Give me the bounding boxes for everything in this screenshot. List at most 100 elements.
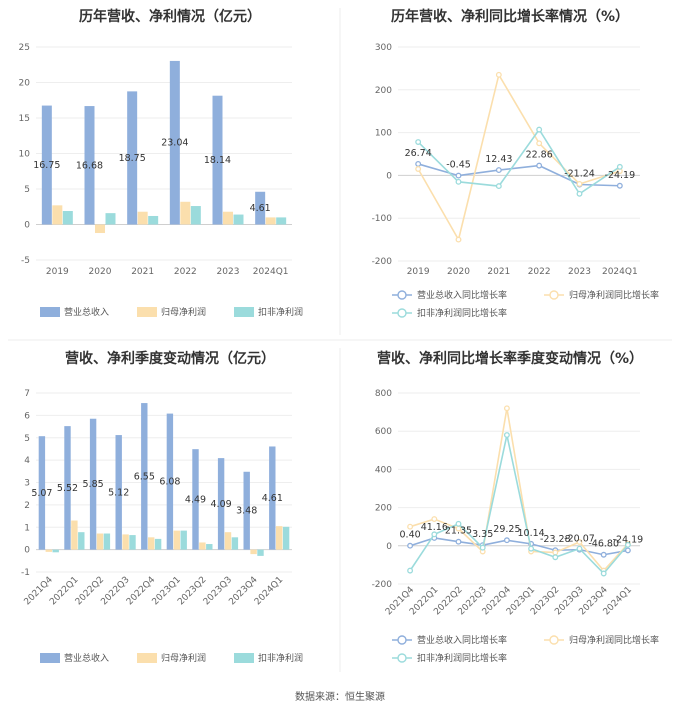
chart-4-line-2 [409, 408, 629, 572]
chart-4-data-label: -46.80 [588, 539, 619, 550]
chart-2-x-tick-label: 2023 [568, 267, 591, 277]
chart-1-y-tick-label: -5 [21, 256, 30, 266]
chart-4-point-3 [600, 570, 607, 577]
chart-2-legend-marker [397, 308, 407, 318]
chart-3-bar-2 [71, 520, 78, 550]
chart-2-point-3 [536, 126, 543, 133]
chart-2-point-2 [495, 71, 502, 78]
chart-3-data-label: 5.85 [83, 479, 104, 490]
chart-4-legend-marker [397, 653, 407, 663]
chart-1-x-tick-label: 2024Q1 [253, 267, 289, 277]
chart-2-legend-marker [549, 290, 559, 300]
chart-4-point-3 [503, 432, 510, 438]
chart-3-bar-3 [206, 544, 213, 550]
chart-3-bar-1 [64, 426, 71, 550]
chart-3-data-label: 5.12 [108, 487, 129, 498]
chart-3-bar-3 [282, 526, 290, 550]
chart-2-legend-marker [397, 290, 407, 300]
chart-2-data-label: 22.86 [526, 150, 553, 161]
chart-3-bar-1 [166, 413, 174, 550]
chart-3-legend-label: 营业总收入 [64, 652, 109, 664]
chart-3-y-tick-label: 6 [24, 411, 30, 421]
chart-4-point-1 [503, 537, 510, 544]
chart-1-x-tick-label: 2019 [46, 267, 69, 277]
chart-1-bar-1 [255, 191, 266, 225]
chart-4-line-1 [409, 537, 629, 556]
chart-4-point-2 [552, 549, 559, 556]
chart-3-data-label: 6.08 [159, 477, 180, 488]
chart-4-point-3 [407, 567, 414, 574]
chart-2-point-1 [415, 161, 422, 167]
chart-4-legend-label: 营业总收入同比增长率 [417, 634, 507, 646]
chart-1-legend-swatch [40, 307, 60, 317]
chart-2-data-label: -0.45 [446, 160, 471, 171]
chart-2-x-tick-label: 2022 [528, 267, 551, 277]
chart-3-bar-3 [154, 538, 162, 550]
chart-3-bar-3 [129, 535, 136, 550]
chart-1-bar-2 [265, 217, 276, 225]
chart-4-data-label: 3.35 [472, 529, 493, 540]
chart-4-point-2 [431, 516, 438, 523]
chart-2-data-label: -24.19 [605, 170, 636, 181]
chart-2-data-label: 12.43 [485, 154, 512, 165]
chart-2-legend-label: 扣非净利润同比增长率 [417, 307, 507, 319]
chart-2-x-tick-label: 2021 [487, 267, 510, 277]
chart-1-data-label: 16.68 [76, 160, 103, 171]
chart-1-bar-1 [127, 91, 138, 225]
chart-2-point-1 [616, 182, 623, 189]
chart-4-point-3 [455, 520, 462, 527]
chart-2-point-2 [536, 140, 543, 147]
chart-3-y-tick-label: 5 [24, 434, 30, 444]
chart-4-legend-label: 扣非净利润同比增长率 [417, 652, 507, 664]
chart-3-legend-label: 扣非净利润 [258, 652, 303, 664]
chart-4-point-1 [624, 547, 631, 554]
chart-3-x-tick-label: 2024Q1 [253, 575, 285, 607]
chart-2-legend-label: 营业总收入同比增长率 [417, 289, 507, 301]
chart-3-bar-2 [173, 530, 180, 550]
chart-3-y-tick-label: 3 [24, 479, 30, 489]
chart-3-bar-3 [180, 530, 187, 550]
chart-2-point-2 [576, 181, 583, 187]
chart-4-line-3 [409, 434, 629, 575]
chart-1-bar-2 [180, 201, 191, 225]
chart-4-y-tick-label: 400 [375, 465, 392, 475]
chart-1-data-label: 23.04 [161, 138, 188, 149]
chart-1-y-tick-label: 10 [19, 150, 31, 160]
chart-3-y-tick-label: 1 [24, 523, 30, 533]
chart-3-bar-3 [231, 537, 239, 550]
chart-1-y-tick-label: 5 [24, 185, 30, 195]
chart-2-point-1 [455, 172, 462, 179]
chart-3-data-label: 4.49 [185, 494, 206, 505]
chart-3-bar-2 [96, 533, 104, 550]
chart-2-x-tick-label: 2024Q1 [602, 267, 638, 277]
chart-1-legend-swatch [234, 307, 254, 317]
source-note: 数据来源：恒生聚源 [295, 690, 385, 703]
chart-1-bar-3 [190, 206, 201, 225]
chart-1-data-label: 18.14 [204, 155, 231, 166]
chart-2-point-3 [576, 190, 583, 197]
chart-1-bar-1 [84, 106, 95, 225]
chart-1-x-tick-label: 2021 [131, 267, 154, 277]
chart-2-y-tick-label: -200 [372, 257, 393, 267]
chart-2-point-3 [415, 139, 422, 145]
chart-3-bar-2 [45, 549, 52, 552]
chart-1-data-label: 18.75 [119, 153, 146, 164]
chart-2-y-tick-label: 100 [375, 129, 392, 139]
chart-3-data-label: 5.52 [57, 483, 78, 494]
chart-1-bar-3 [148, 215, 159, 225]
chart-1-y-tick-label: 20 [19, 79, 31, 89]
chart-2-y-tick-label: 300 [375, 43, 392, 53]
chart-2-title: 历年营收、净利同比增长率情况（%） [391, 8, 629, 25]
chart-4-point-3 [431, 531, 438, 538]
chart-1-data-label: 16.75 [33, 160, 60, 171]
chart-4-point-3 [528, 545, 535, 552]
chart-3-bar-1 [89, 418, 97, 550]
chart-3-bar-3 [78, 532, 85, 550]
chart-2-x-tick-label: 2020 [447, 267, 470, 277]
chart-1-legend-label: 归母净利润 [161, 306, 206, 318]
chart-3-bar-1 [141, 403, 148, 550]
chart-4-legend-label: 归母净利润同比增长率 [569, 634, 659, 646]
chart-4-point-2 [576, 539, 583, 545]
chart-3-title: 营收、净利季度变动情况（亿元） [65, 350, 275, 367]
chart-4-y-tick-label: 600 [375, 427, 392, 437]
